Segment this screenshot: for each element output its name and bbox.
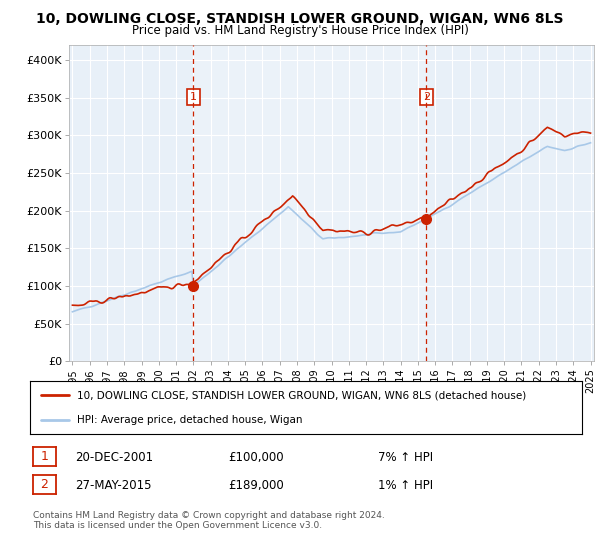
Text: This data is licensed under the Open Government Licence v3.0.: This data is licensed under the Open Gov… [33,521,322,530]
Text: 1: 1 [40,450,49,464]
Text: 10, DOWLING CLOSE, STANDISH LOWER GROUND, WIGAN, WN6 8LS (detached house): 10, DOWLING CLOSE, STANDISH LOWER GROUND… [77,390,526,400]
Text: 1: 1 [190,92,197,102]
Text: Price paid vs. HM Land Registry's House Price Index (HPI): Price paid vs. HM Land Registry's House … [131,24,469,36]
Text: 20-DEC-2001: 20-DEC-2001 [75,451,153,464]
Text: £189,000: £189,000 [228,479,284,492]
Text: Contains HM Land Registry data © Crown copyright and database right 2024.: Contains HM Land Registry data © Crown c… [33,511,385,520]
Text: 2: 2 [423,92,430,102]
Text: 2: 2 [40,478,49,492]
Text: 7% ↑ HPI: 7% ↑ HPI [378,451,433,464]
Text: 10, DOWLING CLOSE, STANDISH LOWER GROUND, WIGAN, WN6 8LS: 10, DOWLING CLOSE, STANDISH LOWER GROUND… [36,12,564,26]
Text: HPI: Average price, detached house, Wigan: HPI: Average price, detached house, Wiga… [77,414,302,424]
Text: 1% ↑ HPI: 1% ↑ HPI [378,479,433,492]
Text: £100,000: £100,000 [228,451,284,464]
Bar [193,45,427,361]
Text: 27-MAY-2015: 27-MAY-2015 [75,479,151,492]
